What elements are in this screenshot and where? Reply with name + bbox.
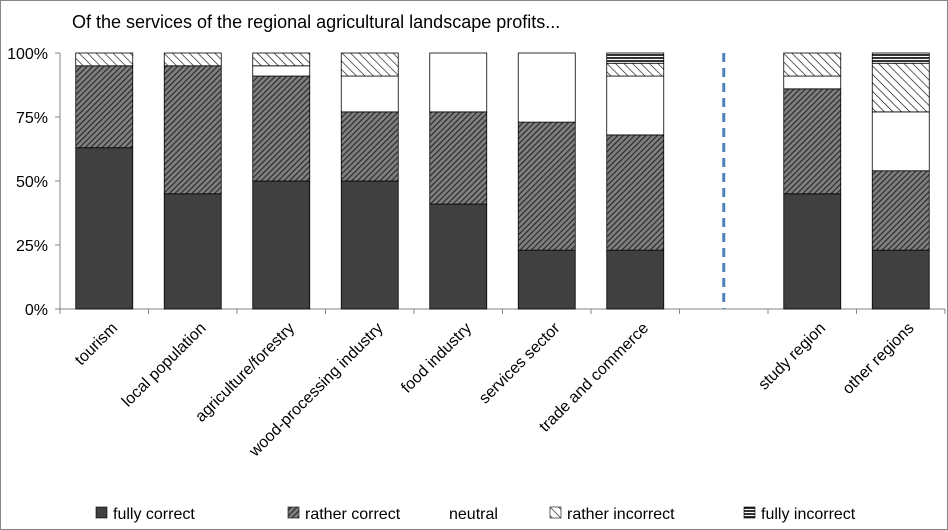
y-tick-label: 75% (16, 110, 48, 127)
bar-segment-fully-correct (252, 180, 311, 310)
bar-segment-rather-correct (871, 170, 930, 251)
category-label: agriculture/forestry (192, 320, 298, 426)
bar-segment-fully-correct (75, 147, 134, 310)
bar-segment-fully-correct (606, 249, 665, 310)
category-label: food industry (398, 320, 475, 397)
bar-segment-rather-correct (75, 65, 134, 149)
bar-segment-rather-incorrect (871, 62, 930, 113)
bar-segment-rather-incorrect (783, 52, 842, 77)
bar-segment-rather-correct (783, 88, 842, 195)
legend: fully correct rather correct neutral rather… (95, 506, 856, 523)
legend-swatch (743, 506, 756, 519)
category-label: other regions (840, 320, 918, 398)
legend-label: rather incorrect (567, 506, 675, 523)
bar-segment-rather-correct (163, 65, 222, 195)
bar-segment-rather-correct (429, 111, 488, 205)
bar-segment-rather-correct (252, 75, 311, 182)
bar-segment-rather-incorrect (163, 52, 222, 67)
bar-segment-rather-correct (340, 111, 399, 182)
axes-layer: 0% 25% 50% 75% 100% (7, 46, 946, 319)
legend-swatch (431, 506, 444, 519)
bar-segment-fully-correct (783, 193, 842, 310)
category-label: study region (755, 320, 829, 394)
bars-layer (75, 52, 930, 310)
bar-segment-neutral (340, 75, 399, 113)
bar-segment-fully-correct (340, 180, 399, 310)
category-label: tourism (72, 320, 121, 369)
bar-segment-neutral (606, 75, 665, 136)
bar-segment-fully-correct (517, 249, 576, 310)
bar-segment-neutral (517, 52, 576, 123)
legend-label: rather correct (305, 506, 401, 523)
legend-label: fully incorrect (761, 506, 856, 523)
bar-segment-fully-correct (871, 249, 930, 310)
bar-segment-rather-incorrect (75, 52, 134, 67)
category-label: local population (119, 320, 210, 411)
y-tick-label: 25% (16, 238, 48, 255)
y-tick-label: 50% (16, 174, 48, 191)
category-label: services sector (476, 319, 564, 407)
chart-title: Of the services of the regional agricult… (72, 12, 561, 32)
legend-swatch (549, 506, 562, 519)
y-tick-label: 0% (25, 302, 48, 319)
legend-label: neutral (449, 506, 498, 523)
bar-segment-fully-correct (429, 203, 488, 310)
y-tick-label: 100% (7, 46, 48, 63)
bar-segment-neutral (783, 75, 842, 90)
legend-label: fully correct (113, 506, 195, 523)
bar-segment-fully-incorrect (606, 52, 665, 64)
bar-segment-neutral (252, 65, 311, 77)
bar-segment-rather-incorrect (606, 62, 665, 77)
bar-segment-rather-correct (606, 134, 665, 251)
bar-segment-fully-incorrect (871, 52, 930, 64)
bar-segment-rather-correct (517, 121, 576, 251)
legend-swatch (287, 506, 300, 519)
legend-swatch (95, 506, 108, 519)
bar-segment-rather-incorrect (340, 52, 399, 77)
bar-segment-fully-correct (163, 193, 222, 310)
bar-segment-neutral (429, 52, 488, 113)
bar-segment-neutral (871, 111, 930, 172)
bar-segment-rather-incorrect (252, 52, 311, 67)
